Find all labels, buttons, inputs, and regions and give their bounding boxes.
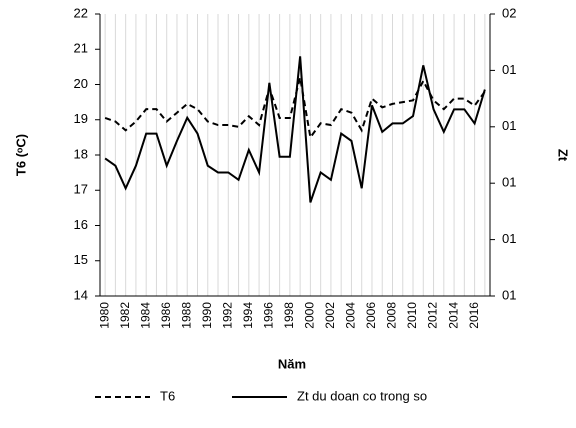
y-tick-label: 17	[74, 182, 88, 197]
x-tick-label: 2002	[323, 302, 337, 329]
x-axis-title: Năm	[278, 356, 306, 371]
x-tick-label: 1984	[138, 302, 152, 329]
y-tick-label: 19	[74, 111, 88, 126]
y-tick-label: 20	[74, 76, 88, 91]
x-tick-label: 1998	[282, 302, 296, 329]
y2-tick-label: 01	[502, 175, 516, 190]
y2-tick-label: 01	[502, 231, 516, 246]
y-tick-label: 16	[74, 217, 88, 232]
x-tick-label: 1988	[179, 302, 193, 329]
legend-label: Zt du doan co trong so	[297, 388, 427, 403]
y-tick-label: 18	[74, 146, 88, 161]
y2-tick-label: 01	[502, 287, 516, 302]
y-tick-label: 22	[74, 5, 88, 20]
x-tick-label: 1992	[220, 302, 234, 329]
x-tick-label: 2010	[405, 302, 419, 329]
y-tick-label: 15	[74, 252, 88, 267]
x-tick-label: 2006	[364, 302, 378, 329]
x-tick-label: 1994	[241, 302, 255, 329]
series-line	[104, 56, 486, 203]
x-tick-label: 1996	[262, 302, 276, 329]
x-tick-label: 2008	[385, 302, 399, 329]
y-tick-label: 21	[74, 41, 88, 56]
y2-tick-label: 01	[502, 62, 516, 77]
y2-axis-title: Zt	[556, 149, 571, 162]
x-tick-label: 1990	[200, 302, 214, 329]
x-tick-label: 2016	[467, 302, 481, 329]
y-tick-label: 14	[74, 287, 88, 302]
x-tick-label: 2012	[426, 302, 440, 329]
x-tick-label: 1986	[159, 302, 173, 329]
y2-tick-label: 02	[502, 5, 516, 20]
x-tick-label: 2014	[446, 302, 460, 329]
x-tick-label: 1980	[97, 302, 111, 329]
y2-tick-label: 01	[502, 118, 516, 133]
x-tick-label: 2000	[303, 302, 317, 329]
y-axis-title: T6 (ᵒC)	[13, 134, 28, 176]
x-tick-label: 1982	[118, 302, 132, 329]
x-tick-label: 2004	[344, 302, 358, 329]
legend-label: T6	[160, 388, 175, 403]
